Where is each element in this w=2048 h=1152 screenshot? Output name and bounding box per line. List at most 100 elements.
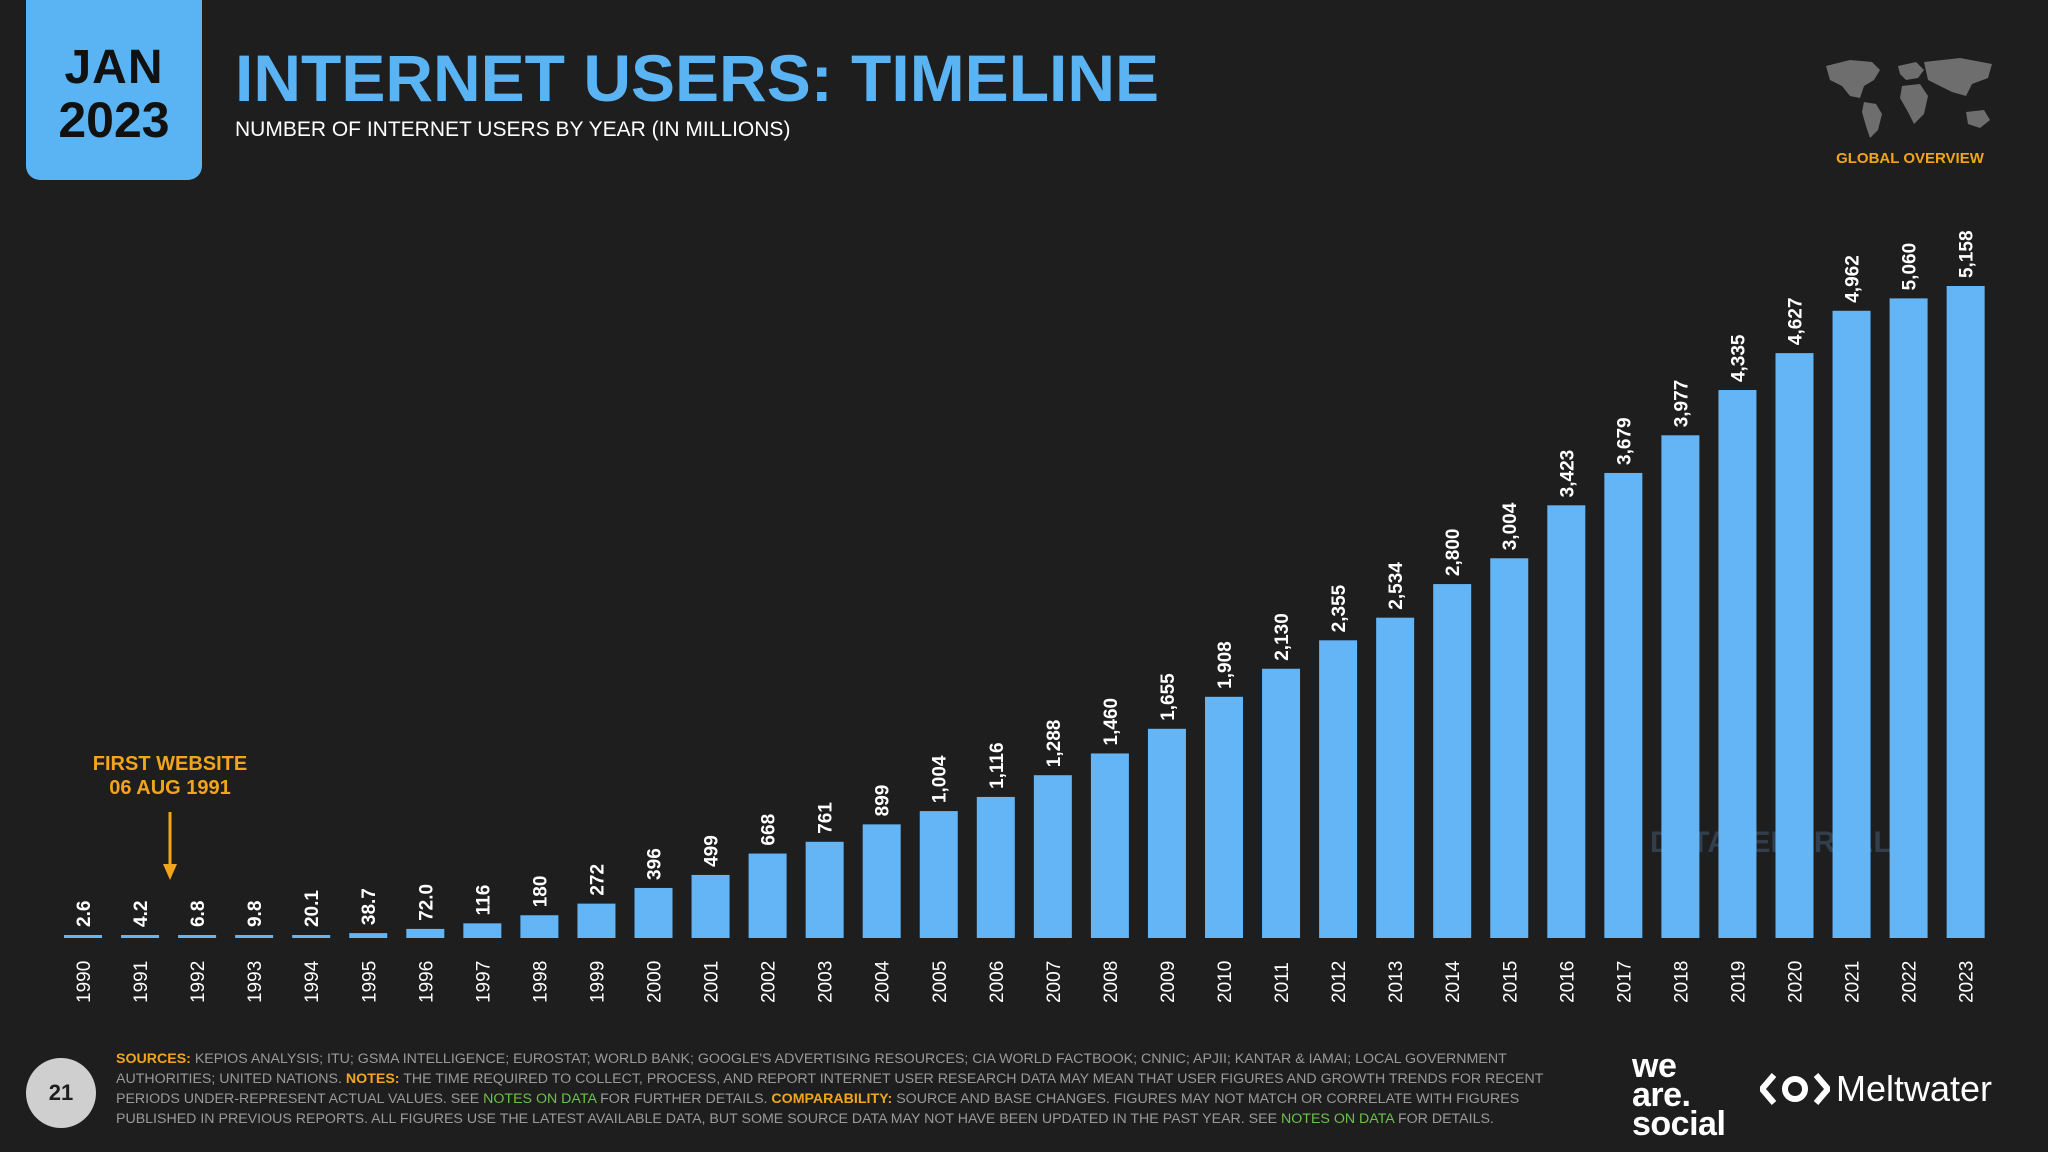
year-label-2021: 2021 [1843,961,1864,1003]
year-label-1996: 1996 [416,961,437,1003]
value-label-2012: 2,355 [1329,584,1350,632]
meltwater-mark-icon [1760,1073,1830,1105]
year-label-1990: 1990 [74,961,95,1003]
year-label-2008: 2008 [1101,961,1122,1003]
bar-1991 [121,935,160,938]
notes-text: THE TIME REQUIRED TO COLLECT, PROCESS, A… [116,1071,1544,1107]
brand-line-2: are. [1632,1076,1691,1114]
we-are-social-logo: we are. social [1632,1047,1726,1143]
value-label-2006: 1,116 [987,742,1008,789]
year-label-2022: 2022 [1900,961,1921,1003]
date-badge: JAN 2023 [26,0,202,180]
bar-1996 [406,928,445,938]
value-label-2017: 3,679 [1614,417,1635,465]
year-label-2002: 2002 [759,961,780,1003]
date-month: JAN [64,41,164,94]
year-label-2004: 2004 [873,960,894,1003]
sources-label: SOURCES: [116,1051,191,1067]
bar-2010 [1205,696,1243,938]
bar-2019 [1718,390,1757,938]
value-label-2008: 1,460 [1101,698,1122,746]
notes-text-end: FOR FURTHER DETAILS. [600,1091,768,1107]
year-label-2001: 2001 [702,961,723,1003]
comparability-text-end: FOR DETAILS. [1397,1111,1494,1127]
brand-line-3: social [1632,1105,1726,1143]
year-label-1992: 1992 [188,961,209,1003]
year-label-2020: 2020 [1786,961,1807,1003]
bar-2012 [1319,640,1358,938]
value-label-2001: 499 [702,835,723,867]
bar-2017 [1604,472,1643,938]
brand-line-1: we [1632,1047,1677,1085]
page-title: INTERNET USERS: TIMELINE [235,41,1160,115]
region-label: GLOBAL OVERVIEW [1836,150,1984,167]
year-label-2017: 2017 [1614,961,1635,1003]
bar-1999 [577,903,616,938]
year-label-1998: 1998 [530,961,551,1003]
year-label-2010: 2010 [1215,961,1236,1003]
value-label-2004: 899 [873,785,894,817]
sources-notes: SOURCES: KEPIOS ANALYSIS; ITU; GSMA INTE… [116,1049,1596,1129]
value-label-2013: 2,534 [1386,562,1407,610]
year-label-1991: 1991 [131,961,152,1003]
bar-2013 [1376,617,1415,938]
value-label-2022: 5,060 [1900,243,1921,291]
value-label-2007: 1,288 [1044,720,1065,768]
bar-2016 [1547,505,1586,938]
value-label-1999: 272 [587,864,608,896]
date-year: 2023 [58,92,170,148]
value-label-2011: 2,130 [1272,613,1293,661]
year-label-2007: 2007 [1044,961,1065,1003]
year-label-1999: 1999 [587,961,608,1003]
value-label-1990: 2.6 [74,901,95,927]
bar-2003 [805,841,844,938]
value-label-2019: 4,335 [1728,334,1749,382]
value-label-2005: 1,004 [930,755,951,803]
value-label-2020: 4,627 [1786,298,1807,346]
bar-2002 [748,853,787,938]
bar-1997 [463,923,502,938]
bar-1995 [349,933,388,938]
bar-2006 [976,796,1015,938]
bar-1993 [235,935,274,938]
year-label-2009: 2009 [1158,961,1179,1003]
value-label-1992: 6.8 [188,901,209,927]
bar-2007 [1033,775,1072,938]
value-label-2014: 2,800 [1443,529,1464,577]
notes-on-data-link[interactable]: NOTES ON DATA [483,1091,597,1107]
year-label-2003: 2003 [816,961,837,1003]
page-number: 21 [26,1058,96,1128]
value-label-1993: 9.8 [245,901,266,927]
notes-label: NOTES: [345,1071,400,1087]
bar-2001 [691,874,730,938]
value-label-2003: 761 [816,802,837,834]
comparability-label: COMPARABILITY: [771,1091,893,1107]
year-label-1994: 1994 [302,960,323,1003]
bar-2023 [1946,286,1985,938]
bar-1994 [292,935,331,938]
bar-1992 [178,935,217,938]
sources-text: KEPIOS ANALYSIS; ITU; GSMA INTELLIGENCE;… [116,1051,1507,1087]
year-label-2013: 2013 [1386,961,1407,1003]
world-map-icon [1826,58,1992,138]
year-label-1995: 1995 [359,961,380,1003]
bar-2009 [1147,728,1186,938]
value-label-2021: 4,962 [1843,255,1864,303]
year-label-2012: 2012 [1329,961,1350,1003]
value-label-1997: 116 [473,885,494,916]
year-label-2006: 2006 [987,961,1008,1003]
bar-2004 [862,824,901,938]
bar-2018 [1661,435,1700,938]
value-label-2010: 1,908 [1215,641,1236,689]
meltwater-wordmark: Meltwater [1836,1068,1993,1109]
value-label-2016: 3,423 [1557,450,1578,498]
year-label-2023: 2023 [1957,961,1978,1003]
comparability-notes-link[interactable]: NOTES ON DATA [1281,1111,1394,1127]
bar-chart: 2.6 1990 4.2 1991 6.8 1992 9.8 1993 20.1 1994 38.7… [64,230,1985,1003]
bar-2015 [1490,558,1529,938]
comparability-text: SOURCE AND BASE CHANGES. FIGURES MAY NOT… [116,1091,1520,1127]
bar-1990 [64,935,102,938]
bar-2022 [1889,298,1928,938]
bar-2005 [919,811,958,938]
value-label-1994: 20.1 [302,890,323,927]
